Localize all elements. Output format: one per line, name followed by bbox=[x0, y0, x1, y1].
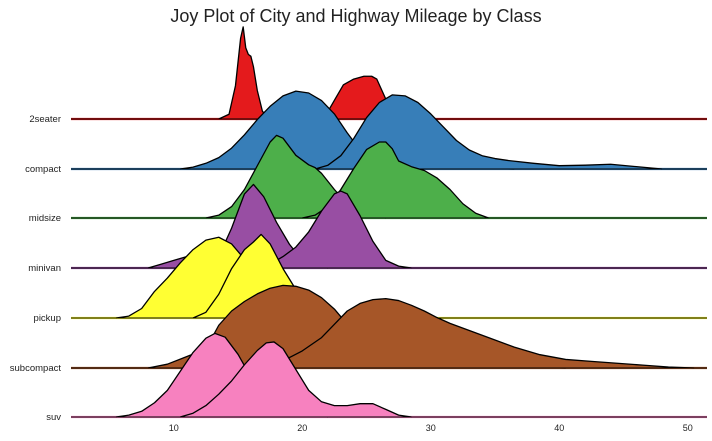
density-fill-2seater-city bbox=[218, 26, 271, 120]
chart-title: Joy Plot of City and Highway Mileage by … bbox=[170, 6, 541, 26]
density-outline-2seater-city bbox=[218, 26, 271, 120]
density-fill-minivan-highway bbox=[257, 191, 412, 268]
x-tick-label-20: 20 bbox=[297, 423, 307, 433]
density-fill-compact-highway bbox=[315, 94, 663, 169]
category-label-minivan: minivan bbox=[28, 263, 61, 274]
density-fill-suv-highway bbox=[180, 341, 412, 417]
density-fill-compact-city bbox=[180, 91, 515, 169]
ridge-subcompact: subcompact bbox=[10, 284, 707, 374]
category-label-midsize: midsize bbox=[29, 213, 61, 224]
ridge-suv: suv bbox=[46, 332, 707, 423]
density-fill-minivan-city bbox=[148, 184, 328, 268]
density-outline-subcompact-highway bbox=[250, 298, 695, 369]
x-tick-label-40: 40 bbox=[554, 423, 564, 433]
density-fill-subcompact-highway bbox=[250, 298, 695, 368]
category-label-pickup: pickup bbox=[34, 313, 61, 324]
density-fill-suv-city bbox=[115, 333, 328, 417]
density-outline-minivan-highway bbox=[257, 190, 412, 269]
category-label-subcompact: subcompact bbox=[10, 363, 62, 374]
category-label-compact: compact bbox=[25, 164, 61, 175]
density-outline-2seater-highway bbox=[321, 75, 400, 120]
category-label-suv: suv bbox=[46, 412, 61, 423]
density-outline-suv-highway bbox=[180, 341, 412, 418]
x-tick-label-10: 10 bbox=[169, 423, 179, 433]
x-tick-label-50: 50 bbox=[683, 423, 693, 433]
x-axis: 10 20 30 40 50 bbox=[169, 423, 693, 433]
category-label-2seater: 2seater bbox=[29, 114, 61, 125]
ridge-2seater: 2seater bbox=[29, 26, 707, 125]
x-tick-label-30: 30 bbox=[426, 423, 436, 433]
ridge-midsize: midsize bbox=[29, 134, 707, 224]
density-fill-subcompact-city bbox=[148, 285, 566, 368]
density-outline-compact-highway bbox=[314, 94, 663, 170]
